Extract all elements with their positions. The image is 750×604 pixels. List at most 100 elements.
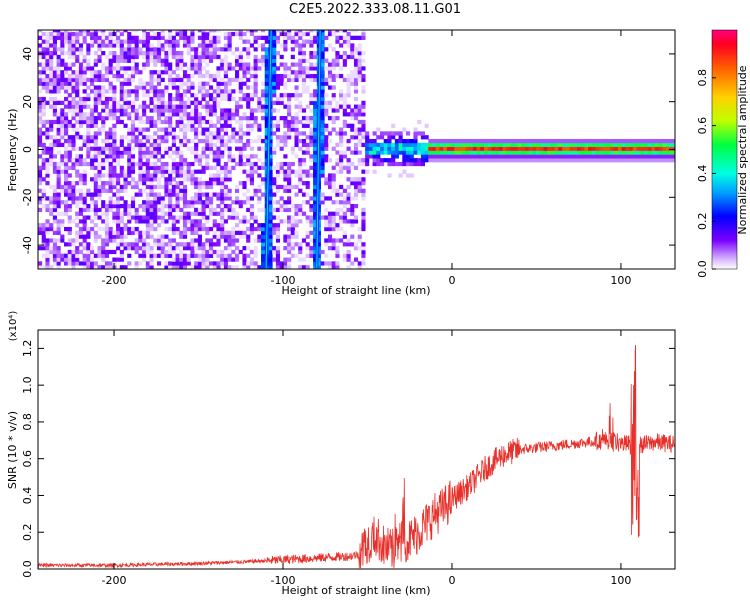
spectrogram-cell [320,89,325,94]
spectrogram-cell [168,96,173,102]
spectrogram-cell [138,47,143,52]
spectrogram-cell [67,108,72,113]
spectrogram-cell [56,62,61,67]
spectrogram-cell [629,142,634,148]
spectrogram-cell [90,261,95,266]
spectrogram-cell [320,77,325,83]
spectrogram-cell [309,230,314,235]
spectrogram-cell [127,246,132,251]
spectrogram-cell [156,35,162,40]
spectrogram-cell [465,142,470,148]
spectrogram-cell [97,207,102,213]
spectrogram-cell [86,93,91,98]
spectrogram-cell [156,215,162,220]
spectrogram-cell [145,215,150,220]
spectrogram-cell [145,211,150,216]
spectrogram-cell [186,77,191,83]
spectrogram-cell [469,146,474,151]
spectrogram-cell [287,31,292,37]
spectrogram-cell [194,261,199,266]
spectrogram-cell [208,119,214,125]
spectrogram-cell [249,146,254,151]
spectrogram-cell [246,169,251,174]
spectrogram-cell [216,66,221,71]
spectrogram-cell [562,154,567,159]
spectrogram-cell [75,93,80,98]
spectrogram-cell [446,154,452,159]
spectrogram-cell [112,100,117,105]
spectrogram-cell [116,219,121,224]
spectrogram-cell [142,31,147,37]
spectrogram-cell [320,39,325,44]
spectrogram-cell [264,73,269,79]
spectrogram-cell [134,249,139,255]
spectrogram-cell [290,119,295,125]
spectrogram-cell [294,96,299,102]
spectrogram-cell [86,253,91,258]
spectrogram-cell [75,73,80,79]
spectrogram-cell [246,226,251,232]
spectrogram-cell [353,112,359,117]
spectrogram-cell [67,165,72,170]
spectrogram-cell [56,196,61,201]
spectrogram-cell [309,131,314,136]
spectrogram-cell [149,165,154,170]
spectrogram-cell [171,85,176,90]
spectrogram-cell [316,253,321,258]
spectrogram-cell [420,131,425,136]
spectrogram-cell [75,119,80,125]
spectrogram-cell [142,242,147,247]
spectrogram-cell [41,100,46,105]
spectrogram-cell [249,181,254,186]
spectrogram-cell [78,47,84,52]
spectrogram-cell [160,203,165,209]
spectrogram-cell [52,215,57,220]
spectrogram-cell [309,165,314,170]
spectrogram-cell [584,138,589,144]
spectrogram-cell [558,158,563,163]
spectrogram-cell [272,77,277,83]
spectrogram-cell [443,154,448,159]
spectrogram-cell [108,184,113,190]
spectrogram-cell [71,265,76,269]
spectrogram-cell [49,265,54,269]
spectrogram-cell [130,181,136,186]
spectrogram-cell [324,223,329,228]
spectrogram-cell [116,200,121,205]
spectrogram-cell [287,223,292,228]
spectrogram-cell [71,253,76,258]
spectrogram-cell [342,93,347,98]
spectrogram-cell [275,73,281,79]
spectrogram-cell [275,138,281,144]
spectrogram-cell [208,108,214,113]
spectrogram-cell [49,43,54,48]
spectrogram-cell [469,154,474,159]
spectrogram-cell [134,30,139,33]
spectrogram-cell [216,173,221,178]
spectrogram-cell [82,66,87,71]
spectrogram-cell [223,196,228,201]
spectrogram-cell [324,47,329,52]
spectrogram-cell [82,223,87,228]
spectrogram-cell [75,196,80,201]
spectrogram-cell [223,246,228,251]
spectrogram-cell [216,138,221,144]
spectrogram-cell [197,35,202,40]
spectrogram-cell [86,192,91,197]
spectrogram-cell [357,265,362,269]
spectrogram-cell [175,73,180,79]
spectrogram-cell [38,100,43,105]
spectrogram-cell [357,238,362,243]
spectrogram-cell [235,62,240,67]
spectrogram-cell [149,58,154,63]
spectrogram-cell [78,30,84,33]
spectrogram-cell [283,177,288,182]
spectrogram-cell [67,196,72,201]
spectrogram-cell [450,146,455,151]
spectrogram-cell [231,154,236,159]
spectrogram-cell [331,116,336,121]
spectrogram-cell [41,226,46,232]
spectrogram-cell [194,226,199,232]
spectrogram-cell [238,66,243,71]
spectrogram-cell [346,146,351,151]
